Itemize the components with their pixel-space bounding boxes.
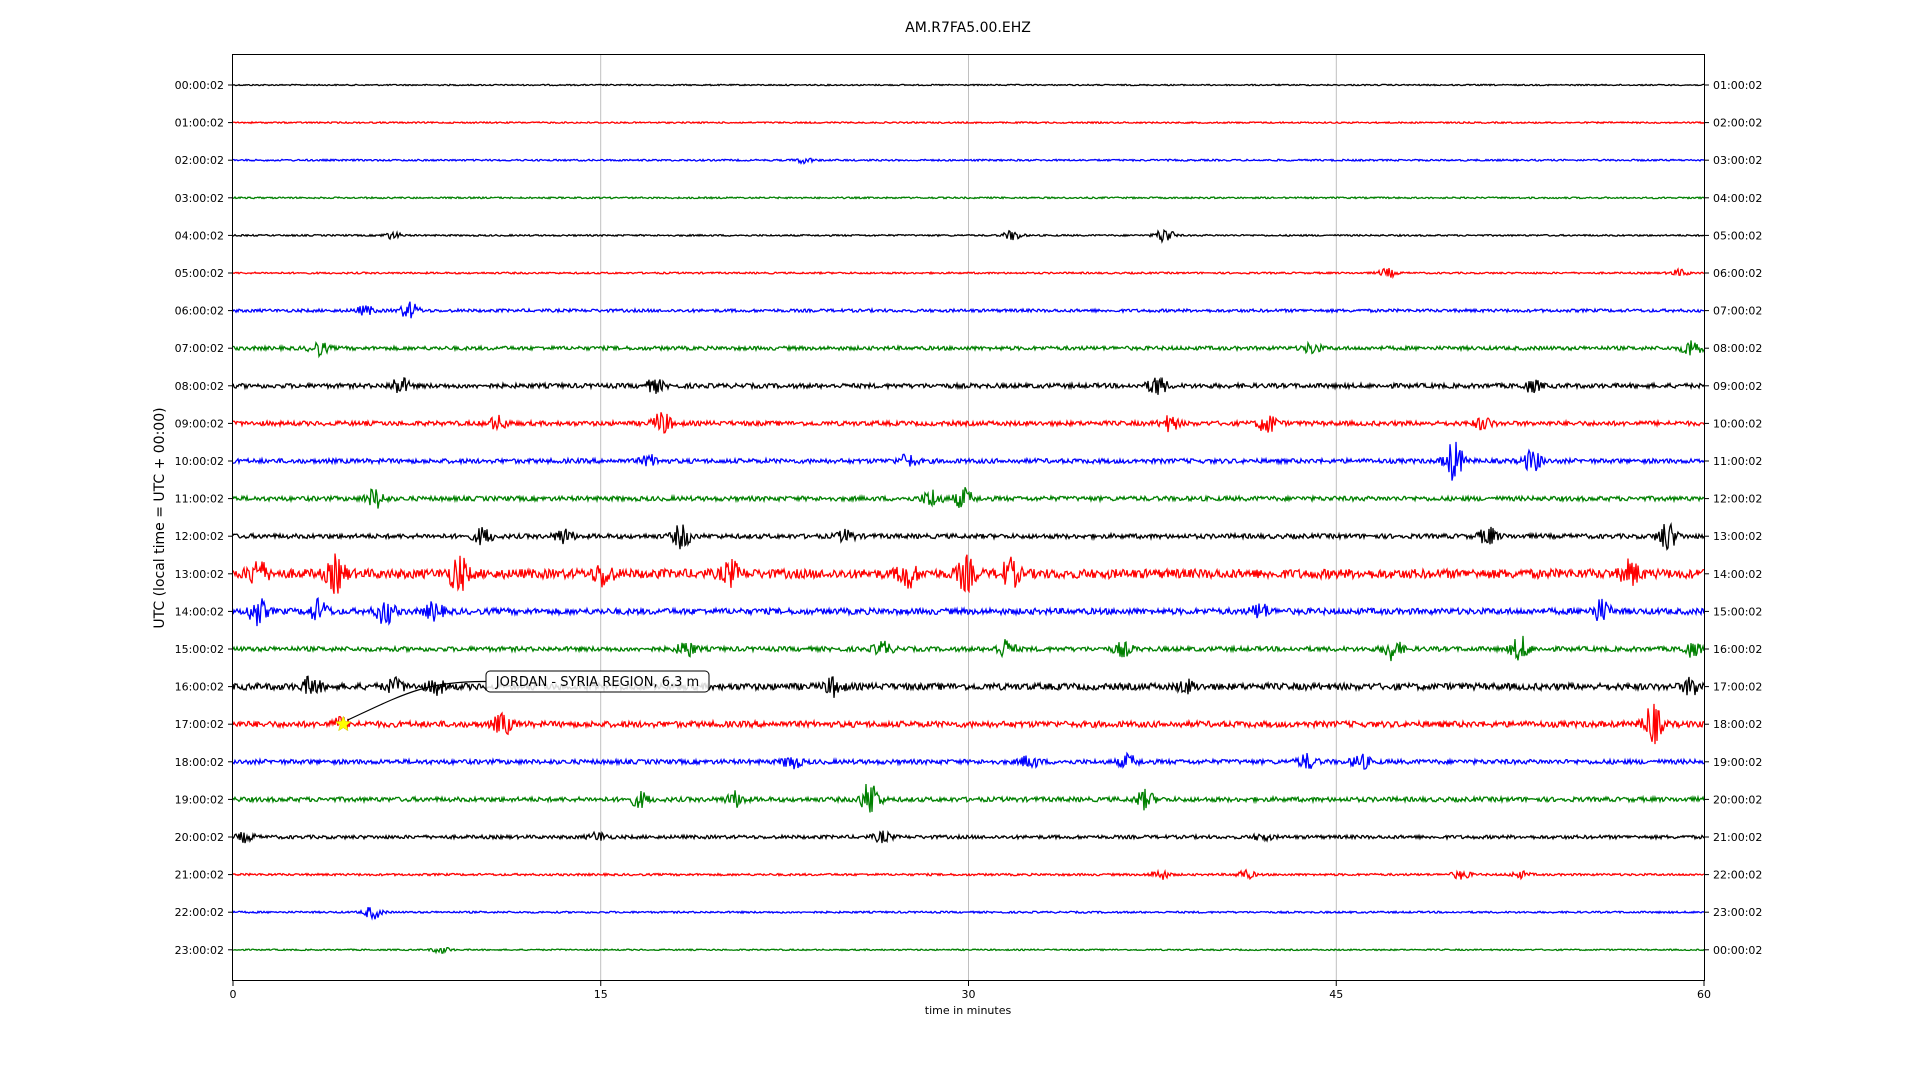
plot-frame (232, 54, 1705, 981)
right-tick-label: 22:00:02 (1713, 869, 1762, 882)
right-tick-label: 10:00:02 (1713, 417, 1762, 430)
left-tick-label: 21:00:02 (175, 869, 224, 882)
trace-line (232, 521, 1705, 551)
event-annotation: JORDAN - SYRIA REGION, 6.3 m (335, 670, 710, 732)
left-tick-label: 14:00:02 (175, 605, 224, 618)
trace-line (232, 635, 1705, 662)
left-tick-label: 06:00:02 (175, 305, 224, 318)
trace-line (232, 486, 1705, 509)
left-tick-label: 17:00:02 (175, 718, 224, 731)
trace-line (232, 441, 1705, 481)
trace-line (232, 553, 1705, 594)
left-tick-label: 22:00:02 (175, 906, 224, 919)
annotation-box (485, 670, 710, 693)
y-axis-label: UTC (local time = UTC + 00:00) (152, 407, 168, 628)
trace-line (232, 830, 1705, 844)
trace-line (232, 340, 1705, 359)
right-tick-label: 21:00:02 (1713, 831, 1762, 844)
trace-line (232, 267, 1705, 280)
left-tick-label: 23:00:02 (175, 944, 224, 957)
x-tick-label: 45 (1329, 988, 1343, 1001)
trace-line (232, 783, 1705, 813)
left-tick-label: 18:00:02 (175, 756, 224, 769)
right-tick-label: 18:00:02 (1713, 718, 1762, 731)
chart-title: AM.R7FA5.00.EHZ (905, 20, 1031, 36)
right-tick-label: 14:00:02 (1713, 568, 1762, 581)
left-tick-label: 02:00:02 (175, 154, 224, 167)
right-tick-label: 17:00:02 (1713, 681, 1762, 694)
grid-lines (600, 55, 1337, 980)
trace-line (232, 157, 1705, 165)
annotation-arrow (347, 680, 487, 721)
left-tick-label: 05:00:02 (175, 267, 224, 280)
right-tick-label: 07:00:02 (1713, 305, 1762, 318)
trace-line (232, 228, 1705, 244)
left-tick-label: 11:00:02 (175, 493, 224, 506)
right-tick-label: 03:00:02 (1713, 154, 1762, 167)
left-tick-labels: 00:00:02 01:00:02 02:00:02 03:00:02 04:00:02… (175, 79, 233, 957)
traces (232, 83, 1705, 955)
right-tick-label: 00:00:02 (1713, 944, 1762, 957)
right-tick-label: 02:00:02 (1713, 117, 1762, 130)
right-tick-label: 20:00:02 (1713, 793, 1762, 806)
right-tick-label: 19:00:02 (1713, 756, 1762, 769)
left-tick-label: 03:00:02 (175, 192, 224, 205)
left-tick-label: 04:00:02 (175, 229, 224, 242)
x-tick-label: 15 (594, 988, 608, 1001)
trace-line (232, 83, 1705, 87)
right-tick-label: 15:00:02 (1713, 605, 1762, 618)
right-tick-label: 12:00:02 (1713, 493, 1762, 506)
trace-line (232, 195, 1705, 200)
left-tick-label: 13:00:02 (175, 568, 224, 581)
x-axis-label: time in minutes (925, 1004, 1012, 1017)
trace-line (232, 906, 1705, 921)
right-tick-labels: 01:00:02 02:00:02 03:00:02 04:00:02 05:00:02… (1704, 79, 1762, 957)
trace-line (232, 946, 1705, 955)
left-tick-label: 10:00:02 (175, 455, 224, 468)
right-tick-label: 23:00:02 (1713, 906, 1762, 919)
x-tick-labels: 0 15 30 45 60 (230, 981, 1711, 1001)
left-tick-label: 15:00:02 (175, 643, 224, 656)
right-tick-label: 01:00:02 (1713, 79, 1762, 92)
left-tick-label: 07:00:02 (175, 342, 224, 355)
right-tick-label: 06:00:02 (1713, 267, 1762, 280)
trace-line (232, 751, 1705, 770)
event-star-marker (335, 715, 352, 732)
trace-line (232, 868, 1705, 881)
trace-line (232, 412, 1705, 434)
right-tick-label: 08:00:02 (1713, 342, 1762, 355)
trace-line (232, 596, 1705, 627)
trace-line (232, 703, 1705, 745)
left-tick-label: 00:00:02 (175, 79, 224, 92)
x-tick-label: 60 (1697, 988, 1711, 1001)
right-tick-label: 09:00:02 (1713, 380, 1762, 393)
x-tick-label: 30 (962, 988, 976, 1001)
right-tick-label: 11:00:02 (1713, 455, 1762, 468)
left-tick-label: 09:00:02 (175, 417, 224, 430)
right-tick-label: 04:00:02 (1713, 192, 1762, 205)
trace-line (232, 120, 1705, 125)
annotation-text: JORDAN - SYRIA REGION, 6.3 m (495, 675, 699, 690)
left-tick-label: 16:00:02 (175, 681, 224, 694)
left-tick-label: 01:00:02 (175, 117, 224, 130)
left-tick-label: 19:00:02 (175, 793, 224, 806)
trace-line (232, 675, 1705, 698)
right-tick-label: 05:00:02 (1713, 229, 1762, 242)
trace-line (232, 376, 1705, 395)
trace-line (232, 301, 1705, 319)
left-tick-label: 20:00:02 (175, 831, 224, 844)
x-tick-label: 0 (230, 988, 237, 1001)
left-tick-label: 08:00:02 (175, 380, 224, 393)
left-tick-label: 12:00:02 (175, 530, 224, 543)
right-tick-label: 13:00:02 (1713, 530, 1762, 543)
right-tick-label: 16:00:02 (1713, 643, 1762, 656)
